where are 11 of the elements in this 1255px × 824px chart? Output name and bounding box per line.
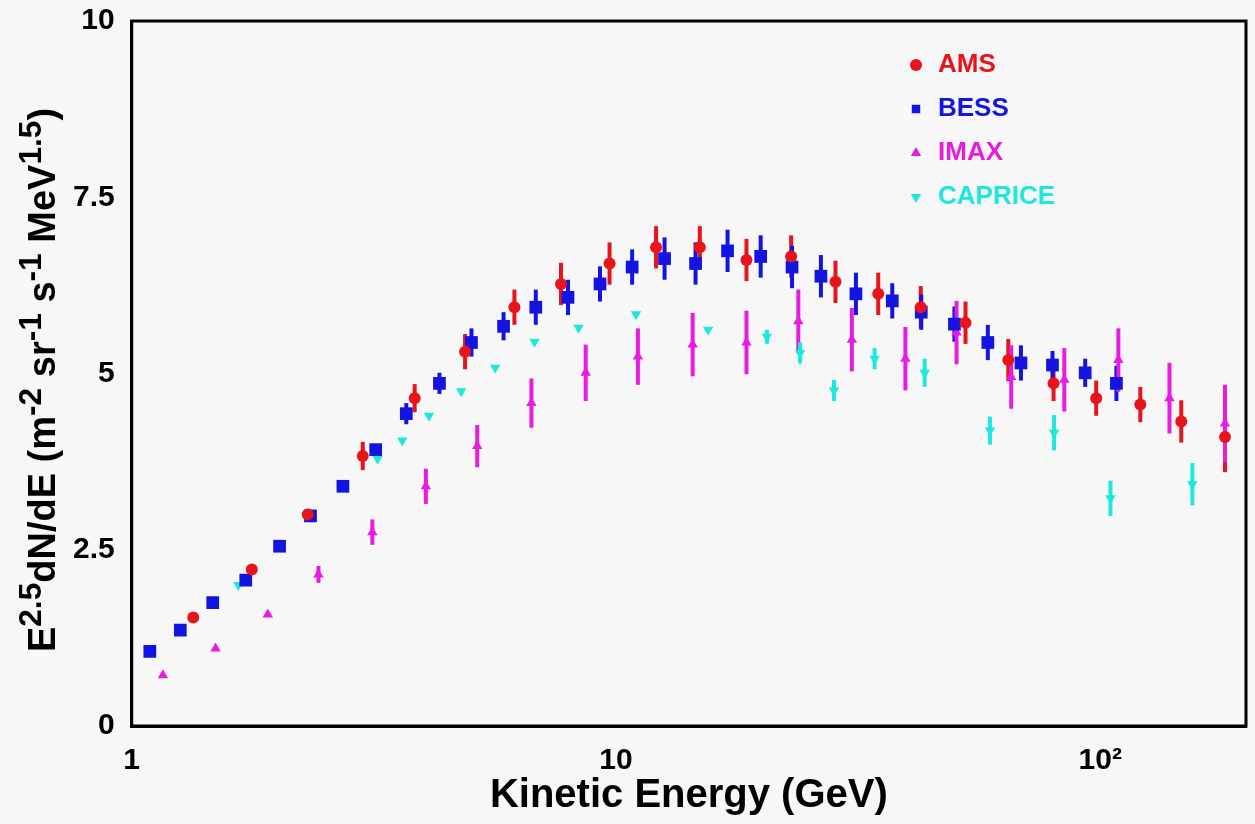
y-tick-label: 5 [98,354,115,388]
x-tick-label: 1 [123,742,141,776]
y-tick-label: 10 [81,2,115,36]
legend-label: BESS [938,92,1009,123]
y-tick-label: 2.5 [72,531,115,565]
y-tick-label: 0 [98,707,115,741]
legend-label: CAPRICE [938,180,1056,211]
y-tick-label: 7.5 [72,178,115,212]
legend-label: AMS [938,48,996,79]
legend-label: IMAX [938,136,1004,167]
x-tick-label: 10² [1078,742,1122,776]
